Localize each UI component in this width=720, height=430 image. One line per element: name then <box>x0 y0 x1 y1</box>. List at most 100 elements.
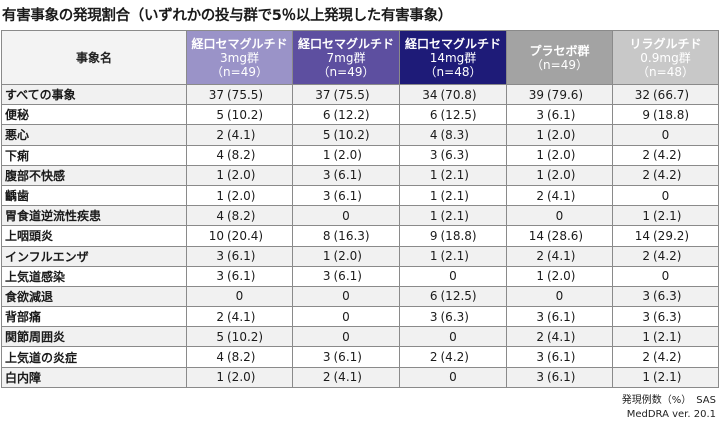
value-cell: 1 (2.1) <box>612 366 719 388</box>
count-value: 2 <box>536 249 544 264</box>
count-value: 3 <box>536 350 544 365</box>
count-value: 1 <box>536 269 544 284</box>
value-cell: 4 (8.2) <box>186 205 293 227</box>
event-name-cell: 便秘 <box>1 104 187 126</box>
value-cell: 2 (4.2) <box>612 245 719 267</box>
percent-value: (6.3) <box>653 289 682 304</box>
table-header-row: 事象名 経口セマグルチド 3mg群 （n=49） 経口セマグルチド 7mg群 （… <box>1 30 719 85</box>
value-cell: 0 <box>292 326 400 348</box>
value-cell: 4 (8.2) <box>186 144 293 166</box>
value-cell: 4 (8.3) <box>399 124 507 146</box>
percent-value: (2.0) <box>227 370 256 385</box>
count-value: 4 <box>216 148 224 163</box>
value-cell: 5 (10.2) <box>186 104 293 126</box>
count-value: 3 <box>536 309 544 324</box>
percent-value: (4.1) <box>227 309 256 324</box>
count-percent: 2 (4.2) <box>628 148 703 162</box>
value-cell: 3 (6.1) <box>506 366 613 388</box>
count-percent: 2 (4.1) <box>522 330 597 344</box>
group-dose: 3mg群 <box>220 50 259 65</box>
table-row: 下痢 4 (8.2) 1 (2.0) 3 (6.3) 1 (2.0) 2 (4.2) <box>1 144 719 166</box>
count-value: 1 <box>322 148 331 163</box>
group-dose: 14mg群 <box>429 50 477 65</box>
count-value: 1 <box>429 188 438 203</box>
count-percent: 14 (28.6) <box>522 229 597 243</box>
group-n: （n=49） <box>317 64 375 79</box>
value-cell: 3 (6.3) <box>612 285 719 308</box>
count-value: 1 <box>642 329 650 344</box>
count-percent: 3 (6.1) <box>522 310 597 324</box>
count-percent: 39 (79.6) <box>522 88 597 102</box>
count-value: 2 <box>216 127 224 142</box>
count-percent: 6 (12.5) <box>416 289 491 303</box>
percent-value: (29.2) <box>653 228 690 243</box>
value-cell: 3 (6.3) <box>612 306 719 328</box>
percent-value: (6.1) <box>333 269 362 284</box>
value-cell: 0 <box>292 205 400 227</box>
percent-value: (2.0) <box>227 188 256 203</box>
percent-value: (2.0) <box>547 127 576 142</box>
table-row: 白内障 1 (2.0) 2 (4.1) 0 3 (6.1) 1 (2.1) <box>1 366 719 388</box>
count-percent: 3 (6.3) <box>628 289 703 303</box>
value-cell: 2 (4.1) <box>506 245 613 267</box>
event-name-cell: 上咽頭炎 <box>1 225 187 247</box>
count-value: 2 <box>642 168 650 183</box>
value-cell: 0 <box>186 285 293 308</box>
count-value: 5 <box>216 329 224 344</box>
value-cell: 5 (10.2) <box>292 124 400 146</box>
count-value: 9 <box>429 228 438 243</box>
value-cell: 9 (18.8) <box>612 104 719 126</box>
table-row: 食欲減退 0 0 6 (12.5) 0 3 (6.3) <box>1 285 719 308</box>
count-value: 1 <box>642 370 650 385</box>
value-cell: 0 <box>506 205 613 227</box>
value-cell: 2 (4.2) <box>612 164 719 186</box>
event-name-cell: 関節周囲炎 <box>1 326 187 348</box>
table-row: 関節周囲炎 5 (10.2) 0 0 2 (4.1) 1 (2.1) <box>1 326 719 348</box>
percent-value: (12.2) <box>333 107 370 122</box>
percent-value: (2.1) <box>653 370 682 385</box>
value-cell: 2 (4.1) <box>186 124 293 146</box>
count-value: 37 <box>315 87 331 102</box>
table-row: 上気道感染 3 (6.1) 3 (6.1) 0 1 (2.0) 0 <box>1 265 719 287</box>
count-percent: 2 (4.2) <box>416 350 491 364</box>
value-cell: 5 (10.2) <box>186 326 293 348</box>
value-cell: 0 <box>399 265 507 287</box>
event-name-cell: 悪心 <box>1 124 187 146</box>
percent-value: (2.1) <box>440 208 469 223</box>
count-percent: 3 (6.3) <box>416 148 491 162</box>
count-percent: 1 (2.1) <box>416 249 491 263</box>
count-percent: 9 (18.8) <box>628 108 703 122</box>
count-percent: 2 (4.2) <box>628 168 703 182</box>
value-cell: 1 (2.0) <box>186 184 293 207</box>
count-percent: 3 (6.1) <box>309 189 384 203</box>
percent-value: (8.2) <box>227 350 256 365</box>
count-value: 39 <box>528 87 544 102</box>
percent-value: (4.2) <box>440 350 469 365</box>
count-percent: 3 (6.1) <box>309 269 384 283</box>
count-value: 34 <box>422 87 438 102</box>
event-name-cell: 腹部不快感 <box>1 164 187 186</box>
value-cell: 39 (79.6) <box>506 83 613 106</box>
value-cell: 14 (28.6) <box>506 225 613 247</box>
event-name-cell: 下痢 <box>1 144 187 166</box>
count-percent: 14 (29.2) <box>628 229 703 243</box>
value-cell: 9 (18.8) <box>399 225 507 247</box>
percent-value: (6.3) <box>440 148 469 163</box>
count-value: 2 <box>642 350 650 365</box>
count-percent: 2 (4.1) <box>309 370 384 384</box>
table-row: 便秘 5 (10.2) 6 (12.2) 6 (12.5) 3 (6.1) 9 (18.8) <box>1 104 719 126</box>
percent-value: (10.2) <box>227 107 264 122</box>
event-name-cell: インフルエンザ <box>1 245 187 267</box>
group-header-liraglutide: リラグルチド 0.9mg群 （n=48） <box>612 30 719 85</box>
count-value: 1 <box>536 168 544 183</box>
value-cell: 1 (2.1) <box>399 164 507 186</box>
table-row: 腹部不快感 1 (2.0) 3 (6.1) 1 (2.1) 1 (2.0) 2 (4.2) <box>1 164 719 186</box>
count-percent: 8 (16.3) <box>309 229 384 243</box>
value-cell: 34 (70.8) <box>399 83 507 106</box>
count-percent: 5 (10.2) <box>202 330 277 344</box>
group-n: （n=49） <box>531 57 588 72</box>
percent-value: (6.1) <box>547 309 576 324</box>
count-value: 10 <box>208 228 224 243</box>
count-value: 9 <box>642 107 650 122</box>
percent-value: (18.8) <box>653 107 690 122</box>
